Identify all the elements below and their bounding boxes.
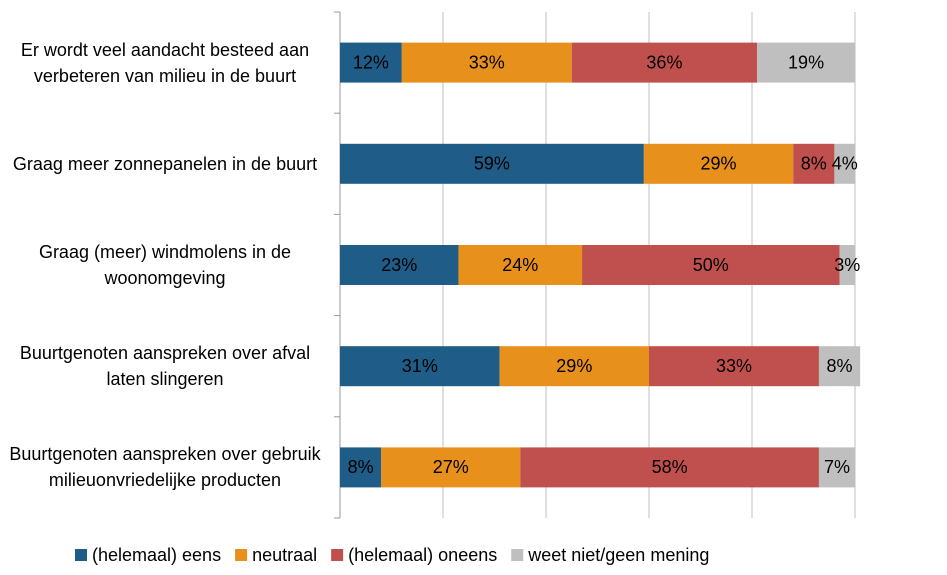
bar-segment xyxy=(818,447,855,488)
bar-segment xyxy=(381,447,521,488)
bar-segment xyxy=(499,346,649,387)
bar-segment xyxy=(458,245,583,285)
bar-segment xyxy=(839,245,855,285)
y-tick-label: Buurtgenoten aanspreken over gebruik mil… xyxy=(9,444,321,491)
bar-segment xyxy=(643,143,794,184)
data-label: 3% xyxy=(834,255,860,275)
y-tick-label: Buurtgenoten aanspreken over afval laten… xyxy=(19,343,311,390)
data-label: 23% xyxy=(381,255,417,275)
data-label: 24% xyxy=(502,255,538,275)
bar-segment xyxy=(340,245,459,285)
legend-swatch xyxy=(331,549,344,561)
data-label: 8% xyxy=(827,356,853,376)
data-label: 7% xyxy=(824,457,850,477)
data-label: 12% xyxy=(353,52,389,72)
data-label: 29% xyxy=(556,356,592,376)
data-label: 31% xyxy=(402,356,438,376)
y-tick-label: Er wordt veel aandacht besteed aan verbe… xyxy=(20,39,310,86)
bar-segment xyxy=(582,245,840,285)
legend-swatch xyxy=(235,549,248,561)
bar-segment xyxy=(571,42,758,83)
legend-label: (helemaal) eens xyxy=(92,545,221,565)
legend-swatch xyxy=(75,549,87,561)
bar-segment xyxy=(401,42,572,83)
legend-label: (helemaal) oneens xyxy=(348,545,497,565)
data-label: 8% xyxy=(348,457,374,477)
bar-segment xyxy=(757,42,855,83)
legend-label: neutraal xyxy=(252,545,317,565)
bar-segment xyxy=(340,42,402,83)
legend-swatch xyxy=(511,549,524,561)
data-label: 19% xyxy=(788,52,824,72)
bar-segment xyxy=(340,447,382,488)
data-label: 27% xyxy=(433,457,469,477)
data-label: 50% xyxy=(693,255,729,275)
data-label: 29% xyxy=(701,154,737,174)
bar-segment xyxy=(520,447,819,488)
data-label: 58% xyxy=(652,457,688,477)
data-label: 36% xyxy=(646,52,682,72)
bar-segment xyxy=(834,143,855,184)
data-label: 33% xyxy=(469,52,505,72)
bar-segment xyxy=(340,346,500,387)
bar-segment xyxy=(793,143,835,184)
data-label: 8% xyxy=(801,154,827,174)
data-label: 33% xyxy=(716,356,752,376)
y-tick-label: Graag (meer) windmolens in de woonomgevi… xyxy=(38,242,292,288)
bar-segment xyxy=(818,346,861,387)
bar-segment xyxy=(340,143,644,184)
data-label: 59% xyxy=(474,154,510,174)
data-label: 4% xyxy=(832,154,858,174)
y-tick-label: Graag meer zonnepanelen in de buurt xyxy=(12,153,318,174)
bar-segment xyxy=(649,346,819,387)
legend-label: weet niet/geen mening xyxy=(527,545,709,565)
